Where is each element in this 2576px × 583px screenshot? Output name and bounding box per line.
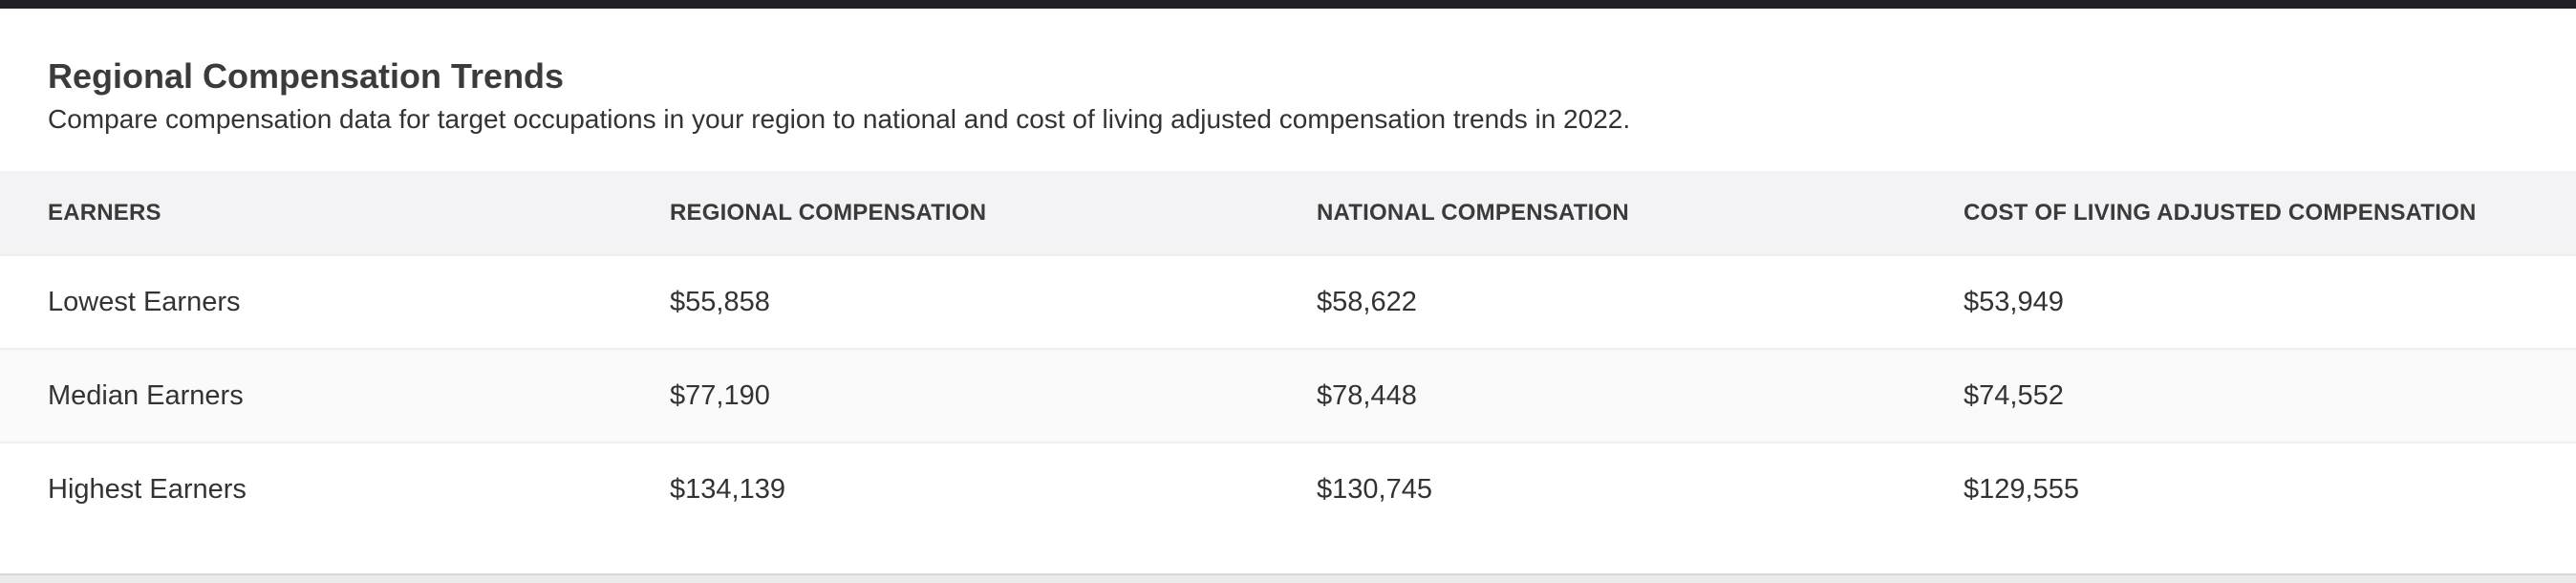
col-adjusted-compensation-cell: $129,555 [1964, 474, 2079, 505]
top-bar [0, 0, 2576, 9]
earners-cell: Median Earners [48, 379, 244, 411]
national-compensation-cell: $58,622 [1317, 286, 1417, 317]
compensation-table: EARNERS REGIONAL COMPENSATION NATIONAL C… [0, 171, 2576, 536]
earners-cell: Highest Earners [48, 474, 247, 505]
table-body: Lowest Earners $55,858 $58,622 $53,949 M… [0, 255, 2576, 536]
column-header-earners: EARNERS [48, 199, 161, 226]
column-header-col-adjusted-compensation: COST OF LIVING ADJUSTED COMPENSATION [1964, 199, 2477, 226]
col-adjusted-compensation-cell: $53,949 [1964, 286, 2064, 317]
header-row: EARNERS REGIONAL COMPENSATION NATIONAL C… [0, 171, 2576, 255]
table-row: Highest Earners $134,139 $130,745 $129,5… [0, 443, 2576, 536]
national-compensation-cell: $130,745 [1317, 474, 1432, 505]
table-row: Median Earners $77,190 $78,448 $74,552 [0, 349, 2576, 443]
card-bottom-edge [0, 573, 2576, 583]
column-header-national-compensation: NATIONAL COMPENSATION [1317, 199, 1629, 226]
section-subtitle: Compare compensation data for target occ… [48, 104, 1631, 134]
table-header: EARNERS REGIONAL COMPENSATION NATIONAL C… [0, 171, 2576, 255]
table-row: Lowest Earners $55,858 $58,622 $53,949 [0, 255, 2576, 349]
col-adjusted-compensation-cell: $74,552 [1964, 379, 2064, 411]
regional-compensation-cell: $134,139 [670, 474, 785, 505]
section-title: Regional Compensation Trends [48, 56, 565, 96]
earners-cell: Lowest Earners [48, 286, 241, 317]
national-compensation-cell: $78,448 [1317, 379, 1417, 411]
regional-compensation-cell: $55,858 [670, 286, 770, 317]
compensation-card: Regional Compensation Trends Compare com… [0, 9, 2576, 576]
regional-compensation-cell: $77,190 [670, 379, 770, 411]
column-header-regional-compensation: REGIONAL COMPENSATION [670, 199, 987, 226]
